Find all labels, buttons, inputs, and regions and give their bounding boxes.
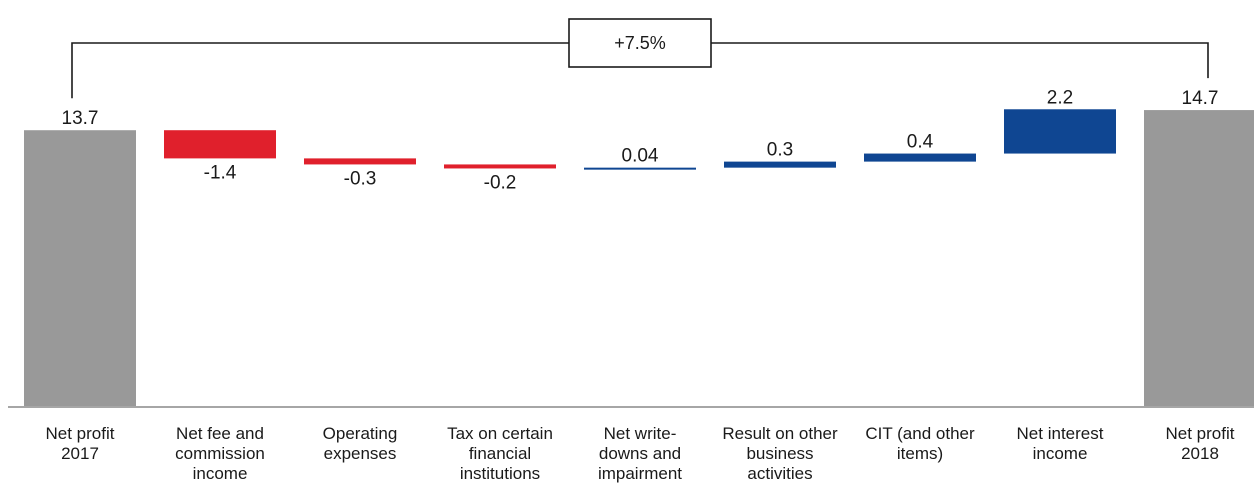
category-label: Operating expenses [323,424,398,463]
bars-group [24,109,1254,406]
bar [724,161,836,168]
category-label: Net profit 2018 [1166,424,1235,463]
category-label: Net fee and commission income [175,424,265,483]
bracket-label: +7.5% [614,33,666,53]
data-label: 0.3 [767,140,793,161]
category-label: Net interest income [1017,424,1104,463]
data-label: 0.4 [907,132,934,153]
data-label: 0.04 [622,146,659,167]
change-bracket: +7.5% [71,18,1209,99]
category-label: CIT (and other items) [865,424,975,463]
bracket-label-box [568,18,712,68]
data-label: 14.7 [1182,88,1219,109]
data-label: 2.2 [1047,87,1073,108]
bar [24,130,136,406]
category-label: Net profit 2017 [46,424,115,463]
bar [1144,110,1254,406]
data-label: -0.2 [484,172,517,193]
bar [304,158,416,165]
data-label: -0.3 [344,168,377,189]
bar [1004,109,1116,154]
bar [584,167,696,170]
bar [864,153,976,162]
data-label: -1.4 [204,162,237,183]
data-label: 13.7 [62,108,99,129]
bar [164,130,276,159]
category-label: Tax on certain financial institutions [447,424,553,483]
value-labels-group: 13.7 -1.4 -0.3 -0.2 0.04 0.3 0.4 2.2 14.7 [62,87,1219,193]
bar [444,164,556,169]
category-label: Net write-downs and impairment [598,424,682,483]
category-label: Result on other business activities [722,424,838,483]
category-labels-group: Net profit 2017 Net fee and commission incom… [46,424,1235,483]
